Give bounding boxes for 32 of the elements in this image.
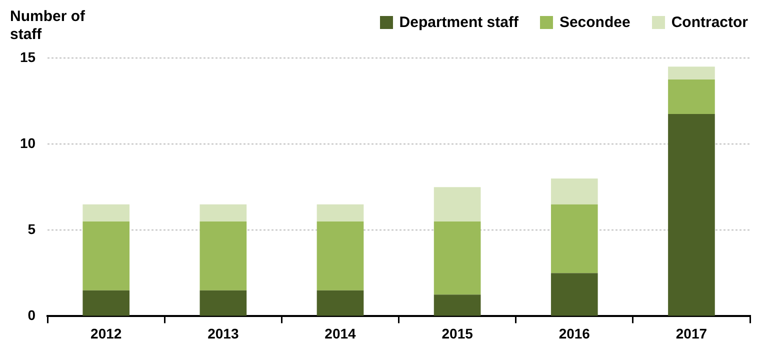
y-tick-label: 15 (20, 48, 36, 65)
bar (316, 204, 364, 222)
bar (316, 222, 364, 290)
bar (434, 222, 481, 295)
x-tick-label: 2013 (208, 325, 239, 342)
y-tick-label: 10 (20, 134, 36, 151)
legend-label: Contractor (671, 14, 748, 31)
x-tick-label: 2015 (442, 325, 474, 342)
bar (200, 222, 247, 290)
bar (550, 178, 598, 204)
legend-label: Department staff (399, 14, 518, 31)
x-tick-label: 2017 (676, 325, 708, 342)
bar (668, 114, 715, 316)
bar (82, 222, 130, 290)
bar (316, 290, 364, 316)
bar (200, 290, 247, 316)
bar (550, 273, 598, 316)
bar (550, 204, 598, 274)
bar (668, 66, 715, 80)
bar (434, 187, 481, 222)
x-tick-label: 2014 (324, 325, 356, 342)
bar (82, 290, 130, 316)
y-axis-title: Number of staff (10, 8, 86, 44)
bar (200, 204, 247, 222)
x-tick-label: 2016 (558, 325, 590, 342)
x-tick-label: 2012 (90, 325, 122, 342)
y-tick-label: 0 (28, 307, 36, 324)
y-tick-label: 5 (28, 220, 36, 237)
bar (668, 80, 715, 114)
legend-label: Secondee (559, 14, 630, 31)
bar (82, 204, 130, 222)
bar (434, 294, 481, 316)
